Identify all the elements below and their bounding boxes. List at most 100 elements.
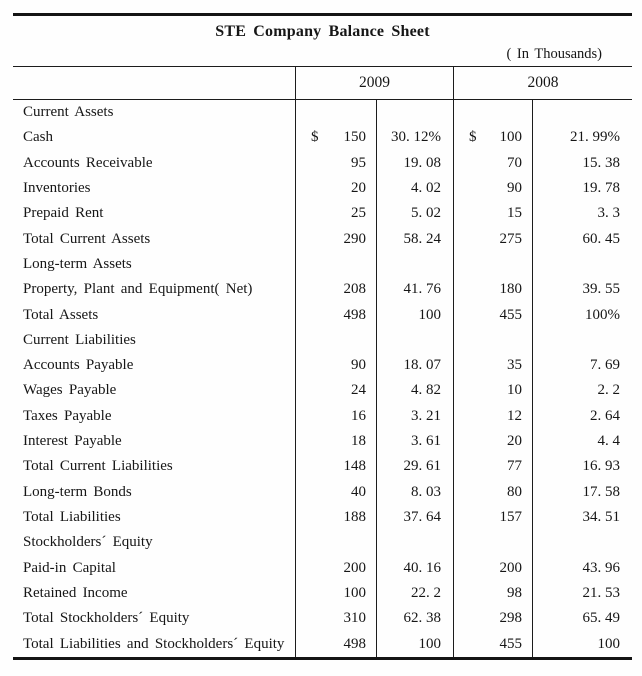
percent-2008: 2. 64 — [532, 403, 632, 430]
percent-2009: 30. 12% — [376, 125, 453, 151]
table-row: Retained Income 100 22. 2 98 21. 53 — [13, 580, 632, 607]
amount-value: 15 — [507, 205, 522, 222]
row-label: Long-term Assets — [23, 255, 132, 272]
row-label: Accounts Receivable — [23, 154, 153, 171]
amount-2009 — [295, 327, 376, 354]
percent-2009: 58. 24 — [376, 226, 453, 252]
amount-2009 — [295, 100, 376, 126]
amount-value: 157 — [499, 509, 523, 525]
table-row: Long-term Bonds 40 8. 03 80 17. 58 — [13, 479, 632, 505]
amount-2008 — [453, 251, 532, 278]
amount-value: 200 — [499, 559, 523, 576]
percent-2008: 100% — [532, 302, 632, 328]
amount-2008: 77 — [453, 454, 532, 480]
percent-2008: 2. 2 — [532, 378, 632, 404]
percent-2008: 4. 4 — [532, 429, 632, 455]
amount-2009: 16 — [295, 403, 376, 430]
amount-2008: 20 — [453, 429, 532, 455]
amount-2008: 90 — [453, 175, 532, 202]
row-label: Interest Payable — [23, 433, 122, 450]
amount-value: 35 — [507, 357, 522, 374]
percent-2008 — [532, 251, 632, 278]
row-label: Taxes Payable — [23, 407, 112, 424]
amount-value: 455 — [499, 635, 523, 652]
amount-value: 188 — [343, 509, 367, 525]
amount-value: 25 — [351, 205, 366, 222]
amount-2009: 95 — [295, 150, 376, 176]
amount-value: 70 — [507, 154, 522, 171]
table-row: Total Current Assets 290 58. 24 275 60. 45 — [13, 226, 632, 252]
percent-2009: 22. 2 — [376, 580, 453, 607]
percent-2008: 17. 58 — [532, 479, 632, 505]
table-row: Total Liabilities and Stockholders´ Equi… — [13, 631, 632, 657]
row-label: Long-term Bonds — [23, 483, 132, 500]
percent-2009: 3. 21 — [376, 403, 453, 430]
amount-2009 — [295, 530, 376, 556]
amount-2009 — [295, 251, 376, 278]
amount-value: 275 — [499, 230, 523, 247]
amount-2009: 100 — [295, 580, 376, 607]
percent-2009: 37. 64 — [376, 505, 453, 531]
amount-value: 150 — [343, 129, 367, 146]
amount-2008: 275 — [453, 226, 532, 252]
percent-2008: 43. 96 — [532, 555, 632, 581]
table-row: Total Assets 498 100 455 100% — [13, 302, 632, 328]
table-caption: STE Company Balance Sheet ( In Thousands… — [13, 16, 632, 66]
percent-2009 — [376, 530, 453, 556]
table-row: Total Current Liabilities 148 29. 61 77 16. … — [13, 454, 632, 480]
amount-2008: 35 — [453, 353, 532, 379]
amount-2009: 188 — [295, 505, 376, 531]
row-label: Wages Payable — [23, 382, 117, 399]
amount-2008: 157 — [453, 505, 532, 531]
amount-2009: 200 — [295, 555, 376, 581]
amount-value: 10 — [507, 382, 522, 399]
amount-2008 — [453, 327, 532, 354]
amount-value: 98 — [507, 584, 522, 601]
table-row: Taxes Payable 16 3. 21 12 2. 64 — [13, 403, 632, 430]
percent-2008 — [532, 530, 632, 556]
amount-value: 180 — [499, 281, 523, 298]
percent-2009: 5. 02 — [376, 201, 453, 227]
percent-2009: 62. 38 — [376, 606, 453, 632]
amount-2009: $150 — [295, 125, 376, 151]
amount-value: 148 — [343, 458, 367, 475]
row-label: Total Current Liabilities — [23, 458, 173, 475]
amount-2009: 290 — [295, 226, 376, 252]
percent-2008: 15. 38 — [532, 150, 632, 176]
amount-value: 18 — [351, 433, 366, 450]
amount-2008: 455 — [453, 302, 532, 328]
percent-2009: 29. 61 — [376, 454, 453, 480]
row-label: Property, Plant and Equipment( Net) — [23, 281, 253, 298]
table-row: Paid-in Capital 200 40. 16 200 43. 96 — [13, 555, 632, 581]
amount-2008: 98 — [453, 580, 532, 607]
amount-2009: 24 — [295, 378, 376, 404]
percent-2009: 4. 02 — [376, 175, 453, 202]
row-label: Stockholders´ Equity — [23, 534, 153, 551]
year-header-2009: 2009 — [295, 67, 453, 99]
percent-2009: 41. 76 — [376, 277, 453, 303]
table-row: Wages Payable 24 4. 82 10 2. 2 — [13, 378, 632, 404]
amount-value: 24 — [351, 382, 366, 399]
table-body: Current Assets Cash $150 30. 12% $100 21. 99%… — [13, 100, 632, 657]
table-row: Total Stockholders´ Equity 310 62. 38 298 65… — [13, 606, 632, 632]
amount-2009: 90 — [295, 353, 376, 379]
amount-2008: 10 — [453, 378, 532, 404]
table-row: Stockholders´ Equity — [13, 530, 632, 556]
amount-2008: 70 — [453, 150, 532, 176]
amount-2009: 498 — [295, 302, 376, 328]
percent-2008: 21. 99% — [532, 125, 632, 151]
percent-2009: 100 — [376, 631, 453, 657]
amount-2009: 498 — [295, 631, 376, 657]
table-row: Accounts Payable 90 18. 07 35 7. 69 — [13, 353, 632, 379]
row-label: Accounts Payable — [23, 357, 134, 374]
amount-2009: 208 — [295, 277, 376, 303]
amount-value: 298 — [499, 610, 523, 627]
percent-2009 — [376, 251, 453, 278]
percent-2008: 19. 78 — [532, 175, 632, 202]
dollar-sign: $ — [469, 129, 477, 146]
table-row: Inventories 20 4. 02 90 19. 78 — [13, 175, 632, 202]
percent-2009: 3. 61 — [376, 429, 453, 455]
amount-value: 100 — [499, 129, 523, 146]
row-label: Total Stockholders´ Equity — [23, 610, 190, 627]
balance-sheet-table: STE Company Balance Sheet ( In Thousands… — [13, 13, 632, 660]
